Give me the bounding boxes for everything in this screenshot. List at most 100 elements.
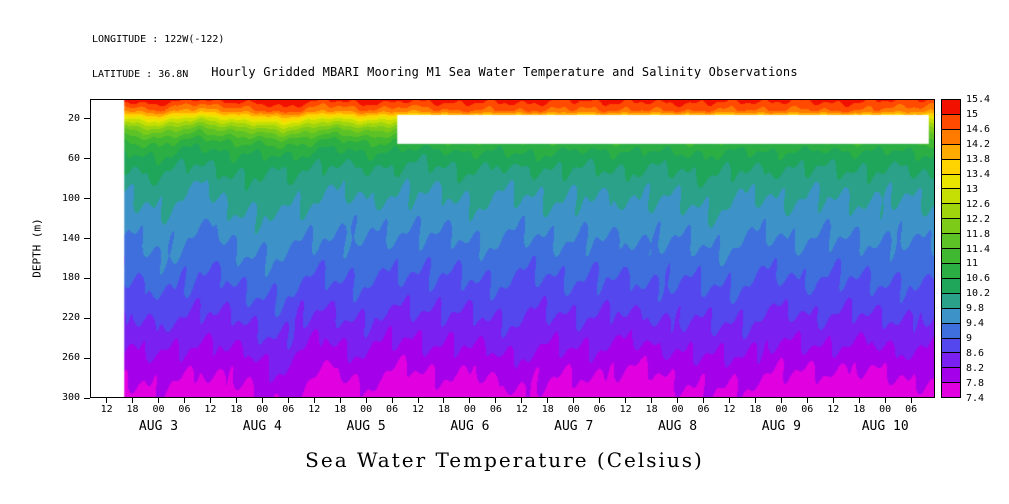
y-tick-label: 300 [61,392,80,403]
x-tick-label: 18 [541,404,554,415]
x-tick-mark [754,398,756,403]
colorbar-label: 11.8 [966,228,991,240]
x-tick-mark [183,398,185,403]
x-tick-label: 18 [437,404,450,415]
x-tick-label: 12 [204,404,217,415]
x-tick-label: 00 [671,404,684,415]
y-tick-label: 100 [61,192,80,204]
x-tick-label: 00 [567,404,580,415]
y-tick-mark [84,198,90,200]
y-tick-mark [84,317,90,319]
colorbar-label: 9.4 [966,318,985,330]
x-tick-label: 06 [905,404,918,415]
x-tick-label: 12 [412,404,425,415]
x-tick-mark [858,398,860,403]
colorbar-label: 12.2 [966,213,991,225]
x-tick-mark [132,398,134,403]
colorbar-segment [942,293,960,309]
colorbar-label: 15.4 [966,94,991,105]
x-tick-label: 06 [178,404,191,415]
x-tick-label: 06 [282,404,295,415]
x-tick-label: 00 [775,404,788,415]
colorbar-segment [942,338,960,354]
x-tick-mark [625,398,627,403]
x-date-label: AUG 3 [138,419,179,434]
colorbar-label: 14.2 [966,138,991,150]
x-date-label: AUG 9 [761,419,801,434]
colorbar-label: 7.8 [966,378,985,390]
x-tick-mark [313,398,315,403]
colorbar-label: 8.6 [966,348,985,360]
colorbar-segment [942,308,960,324]
colorbar-label: 10.6 [966,273,991,285]
colorbar-segment [942,278,960,294]
x-tick-label: 06 [697,404,710,415]
colorbar-segment [942,353,960,369]
colorbar-label: 9 [966,333,973,345]
x-tick-label: 12 [827,404,840,415]
y-tick-label: 140 [61,232,80,244]
x-tick-mark [106,398,108,403]
x-tick-mark [780,398,782,403]
x-tick-mark [910,398,912,403]
x-tick-mark [728,398,730,403]
y-tick-label: 260 [61,352,80,364]
colorbar-label: 15 [966,108,979,120]
chart-caption: Sea Water Temperature (Celsius) [305,448,704,472]
x-tick-mark [209,398,211,403]
y-tick-mark [84,238,90,240]
x-tick-mark [339,398,341,403]
colorbar-segment [942,174,960,190]
longitude-text: LONGITUDE : 122W(-122) [92,34,225,45]
x-tick-label: 00 [463,404,476,415]
x-tick-mark [884,398,886,403]
x-tick-mark [287,398,289,403]
colorbar-segment [942,114,960,130]
colorbar-segment [942,129,960,145]
x-tick-label: 00 [879,404,892,415]
x-tick-label: 06 [386,404,399,415]
x-tick-mark [235,398,237,403]
y-tick-label: 20 [67,112,80,124]
colorbar-segment [942,100,960,115]
y-tick-mark [84,158,90,160]
colorbar-label: 10.2 [966,288,991,300]
colorbar-label: 13 [966,183,979,195]
y-axis-label: DEPTH (m) [30,218,44,278]
y-tick-mark [84,277,90,279]
x-tick-mark [443,398,445,403]
colorbar-label: 11 [966,258,979,270]
x-tick-label: 18 [853,404,866,415]
x-tick-mark [703,398,704,403]
x-tick-label: 18 [126,404,139,415]
latitude-text: LATITUDE : 36.8N [92,68,189,80]
x-tick-label: 18 [749,404,762,415]
x-tick-label: 06 [593,404,606,415]
colorbar-segment [942,159,960,175]
x-tick-label: 00 [152,404,165,415]
colorbar-label: 12.6 [966,198,991,210]
colorbar-segment [942,383,960,398]
colorbar-segment [942,323,960,339]
colorbar-segment [942,189,960,205]
colorbar-label: 11.4 [966,243,991,255]
x-tick-mark [599,398,601,403]
colorbar-label: 9.8 [966,303,985,315]
x-date-label: AUG 5 [346,419,386,434]
x-tick-mark [573,398,575,403]
x-tick-mark [651,398,653,403]
colorbar-segment [942,219,960,235]
x-tick-mark [365,398,367,403]
x-tick-label: 12 [619,404,632,415]
y-tick-label: 180 [61,272,80,284]
colorbar-label: 14.6 [966,123,991,135]
x-tick-mark [495,398,497,403]
x-tick-label: 06 [489,404,502,415]
colorbar-segment [942,263,960,279]
y-tick-label: 220 [61,312,80,324]
x-tick-mark [832,398,834,403]
x-tick-mark [391,398,393,403]
x-date-label: AUG 10 [861,419,909,434]
y-tick-mark [84,357,90,359]
